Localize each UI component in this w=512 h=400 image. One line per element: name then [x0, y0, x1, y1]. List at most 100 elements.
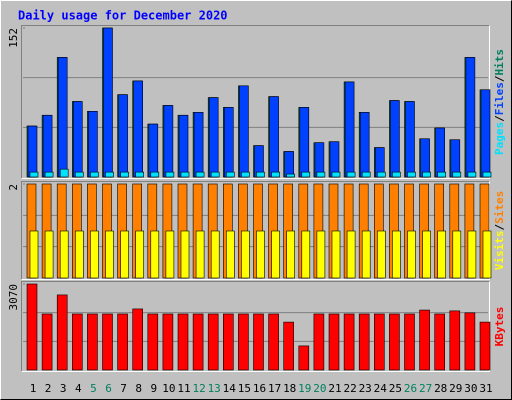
bar: [238, 313, 249, 371]
legend: Pages/Files/Hits: [493, 49, 506, 155]
bar: [117, 313, 128, 371]
x-tick-label: 21: [328, 382, 341, 395]
bar: [313, 313, 325, 371]
panel-bevel: [21, 281, 490, 372]
bar: [135, 230, 144, 279]
bar: [29, 230, 39, 279]
bar: [422, 230, 431, 279]
bar: [256, 230, 265, 279]
bar: [253, 313, 264, 371]
bar: [118, 94, 128, 178]
legend: Visits/Sites: [493, 191, 506, 271]
x-tick-label: 5: [90, 382, 97, 395]
bar: [105, 171, 114, 178]
bar: [346, 171, 356, 178]
bar: [132, 308, 143, 371]
bar: [105, 230, 114, 279]
bar: [256, 171, 265, 178]
legend-entry: KBytes: [493, 307, 506, 347]
bar: [331, 171, 341, 178]
x-tick-label: 22: [343, 382, 356, 395]
y-tick-label: 152: [7, 28, 20, 48]
bar: [286, 230, 296, 279]
bar: [192, 313, 204, 371]
y-tick-label: 2: [7, 184, 20, 191]
bar: [452, 230, 462, 279]
bar: [102, 313, 113, 371]
bar: [207, 313, 219, 371]
bar: [88, 111, 98, 178]
bar: [361, 230, 371, 279]
x-tick-label: 26: [404, 382, 417, 395]
bar: [405, 101, 415, 178]
bar: [195, 171, 205, 178]
bar: [162, 313, 174, 371]
x-tick-label: 7: [120, 382, 127, 395]
bar: [359, 112, 370, 178]
bar: [389, 313, 400, 371]
bar: [73, 101, 83, 178]
legend-entry: Visits: [493, 231, 506, 271]
bar: [299, 107, 310, 178]
bar: [271, 171, 280, 178]
legend-separator: /: [493, 224, 506, 231]
bar: [180, 230, 190, 279]
bar: [286, 173, 296, 178]
y-tick-label: 3070: [7, 284, 20, 311]
bar: [87, 313, 98, 371]
bar: [479, 321, 491, 371]
x-tick-label: 19: [298, 382, 311, 395]
bar: [27, 125, 38, 178]
panel-bevel: [21, 25, 490, 179]
bar: [376, 230, 386, 279]
x-tick-label: 4: [75, 382, 82, 395]
bar: [241, 171, 250, 178]
x-tick-label: 6: [105, 382, 112, 395]
bar: [26, 283, 38, 371]
bar: [177, 313, 189, 371]
legend-entry: Sites: [493, 191, 506, 224]
bar: [328, 313, 340, 371]
x-tick-label: 15: [238, 382, 251, 395]
bar: [239, 85, 249, 178]
panel-bevel: [21, 181, 490, 280]
bar: [44, 171, 54, 178]
bar: [482, 230, 492, 279]
legend-entry: Hits: [493, 49, 506, 76]
bar: [163, 105, 174, 178]
legend-separator: /: [493, 115, 506, 122]
bar: [407, 230, 416, 279]
bar: [434, 313, 446, 371]
bar: [150, 230, 160, 279]
x-tick-label: 10: [162, 382, 175, 395]
bar: [59, 230, 69, 279]
bar: [75, 171, 84, 178]
bar: [437, 230, 447, 279]
panel-bevel: [21, 181, 490, 280]
x-tick-label: 23: [359, 382, 372, 395]
bar: [133, 80, 143, 178]
bar: [57, 57, 68, 178]
bar: [178, 114, 189, 178]
bar: [452, 171, 462, 178]
x-tick-label: 3: [60, 382, 67, 395]
bar: [450, 139, 461, 178]
bar: [56, 294, 68, 371]
bar: [268, 313, 279, 371]
bar: [390, 100, 400, 178]
bar: [420, 138, 430, 178]
bar: [103, 27, 113, 178]
bar: [392, 230, 401, 279]
bar: [435, 127, 446, 178]
bar: [404, 313, 415, 371]
x-tick-label: 16: [253, 382, 266, 395]
x-tick-label: 11: [177, 382, 190, 395]
bar: [180, 171, 190, 178]
panel-bevel: [21, 25, 490, 179]
x-tick-label: 13: [208, 382, 221, 395]
x-tick-label: 27: [419, 382, 432, 395]
bar: [283, 321, 295, 371]
x-tick-label: 9: [150, 382, 157, 395]
legend-entry: Pages: [493, 122, 506, 155]
